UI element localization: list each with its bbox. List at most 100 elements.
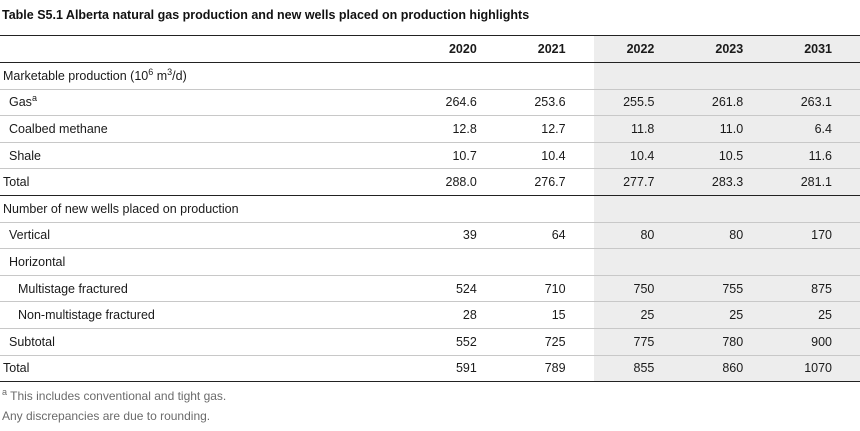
table-cell <box>771 195 860 223</box>
table-cell <box>416 195 505 223</box>
row-label: Coalbed methane <box>0 115 416 143</box>
table-cell: 591 <box>416 355 505 383</box>
table-cell: 860 <box>682 355 772 383</box>
table-cell: 750 <box>593 275 683 303</box>
row-label: Subtotal <box>0 328 416 356</box>
table-cell <box>416 62 505 90</box>
header-row: 2020 2021 2022 2023 2031 <box>0 35 860 63</box>
row-label: Horizontal <box>0 248 416 276</box>
table-row: Multistage fractured 524 710 750 755 875 <box>0 275 860 303</box>
total-row: Total 591 789 855 860 1070 <box>0 355 860 383</box>
table-cell <box>682 62 772 90</box>
table-row: Non-multistage fractured 28 15 25 25 25 <box>0 301 860 329</box>
table-title: Table S5.1 Alberta natural gas productio… <box>2 8 530 22</box>
total-row: Total 288.0 276.7 277.7 283.3 281.1 <box>0 168 860 196</box>
table-cell <box>504 195 594 223</box>
row-label: Gasa <box>0 89 416 117</box>
table-cell: 6.4 <box>771 115 860 143</box>
year-header: 2021 <box>504 35 594 63</box>
table-cell: 725 <box>504 328 594 356</box>
table-cell: 755 <box>682 275 772 303</box>
table-cell: 11.6 <box>771 142 860 170</box>
table-cell: 10.7 <box>416 142 505 170</box>
row-label: Number of new wells placed on production <box>0 195 416 223</box>
table-cell: 80 <box>682 222 772 250</box>
table-cell <box>504 62 594 90</box>
table-cell: 39 <box>416 222 505 250</box>
table-notes: a This includes conventional and tight g… <box>2 386 226 426</box>
row-label: Vertical <box>0 222 416 250</box>
table-cell: 170 <box>771 222 860 250</box>
table-cell: 25 <box>771 301 860 329</box>
table-cell <box>593 248 683 276</box>
footnote: a This includes conventional and tight g… <box>2 386 226 406</box>
year-header: 2031 <box>771 35 860 63</box>
table-cell: 283.3 <box>682 168 772 196</box>
row-label: Shale <box>0 142 416 170</box>
footnote-marker: a <box>2 387 8 397</box>
table-cell: 855 <box>593 355 683 383</box>
table-cell <box>771 62 860 90</box>
table-cell: 64 <box>504 222 594 250</box>
table-cell: 277.7 <box>593 168 683 196</box>
table-cell: 10.4 <box>593 142 683 170</box>
table-cell: 263.1 <box>771 89 860 117</box>
footnote-text: This includes conventional and tight gas… <box>7 389 227 403</box>
year-header: 2023 <box>682 35 772 63</box>
table-cell: 15 <box>504 301 594 329</box>
header-label-cell <box>0 35 416 63</box>
table-cell <box>416 248 505 276</box>
table-cell: 900 <box>771 328 860 356</box>
row-label: Non-multistage fractured <box>0 301 416 329</box>
table-cell <box>593 62 683 90</box>
table-cell: 552 <box>416 328 505 356</box>
table-cell <box>593 195 683 223</box>
table-cell: 10.4 <box>504 142 594 170</box>
table-cell: 25 <box>593 301 683 329</box>
row-label: Marketable production (106 m3/d) <box>0 62 416 90</box>
table-cell: 775 <box>593 328 683 356</box>
table-row: Shale 10.7 10.4 10.4 10.5 11.6 <box>0 142 860 170</box>
rounding-note: Any discrepancies are due to rounding. <box>2 409 211 423</box>
table-cell: 80 <box>593 222 683 250</box>
row-label: Total <box>0 168 416 196</box>
table-cell: 875 <box>771 275 860 303</box>
table-cell: 11.0 <box>682 115 772 143</box>
table-cell: 12.8 <box>416 115 505 143</box>
table-row: Gasa 264.6 253.6 255.5 261.8 263.1 <box>0 89 860 117</box>
table-cell: 789 <box>504 355 594 383</box>
year-header: 2020 <box>416 35 505 63</box>
table-cell: 25 <box>682 301 772 329</box>
year-header: 2022 <box>593 35 683 63</box>
table-cell: 11.8 <box>593 115 683 143</box>
table-row: Horizontal <box>0 248 860 276</box>
table-cell <box>682 248 772 276</box>
table-cell: 288.0 <box>416 168 505 196</box>
table-cell: 255.5 <box>593 89 683 117</box>
table-cell: 10.5 <box>682 142 772 170</box>
footnote-marker: a <box>31 93 37 104</box>
table-cell: 281.1 <box>771 168 860 196</box>
table-cell <box>682 195 772 223</box>
table-cell: 264.6 <box>416 89 505 117</box>
table-cell: 1070 <box>771 355 860 383</box>
table-cell <box>771 248 860 276</box>
table-cell: 780 <box>682 328 772 356</box>
table-cell: 261.8 <box>682 89 772 117</box>
table-row: Coalbed methane 12.8 12.7 11.8 11.0 6.4 <box>0 115 860 143</box>
row-label: Total <box>0 355 416 383</box>
table-cell <box>504 248 594 276</box>
table-cell: 12.7 <box>504 115 594 143</box>
table-cell: 710 <box>504 275 594 303</box>
section-header-row: Marketable production (106 m3/d) <box>0 62 860 90</box>
data-table: 2020 2021 2022 2023 2031 Marketable prod… <box>0 35 860 383</box>
section-header-row: Number of new wells placed on production <box>0 195 860 223</box>
row-label: Multistage fractured <box>0 275 416 303</box>
subtotal-row: Subtotal 552 725 775 780 900 <box>0 328 860 356</box>
table-row: Vertical 39 64 80 80 170 <box>0 222 860 250</box>
table-cell: 276.7 <box>504 168 594 196</box>
table-cell: 253.6 <box>504 89 594 117</box>
table-cell: 524 <box>416 275 505 303</box>
table-cell: 28 <box>416 301 505 329</box>
